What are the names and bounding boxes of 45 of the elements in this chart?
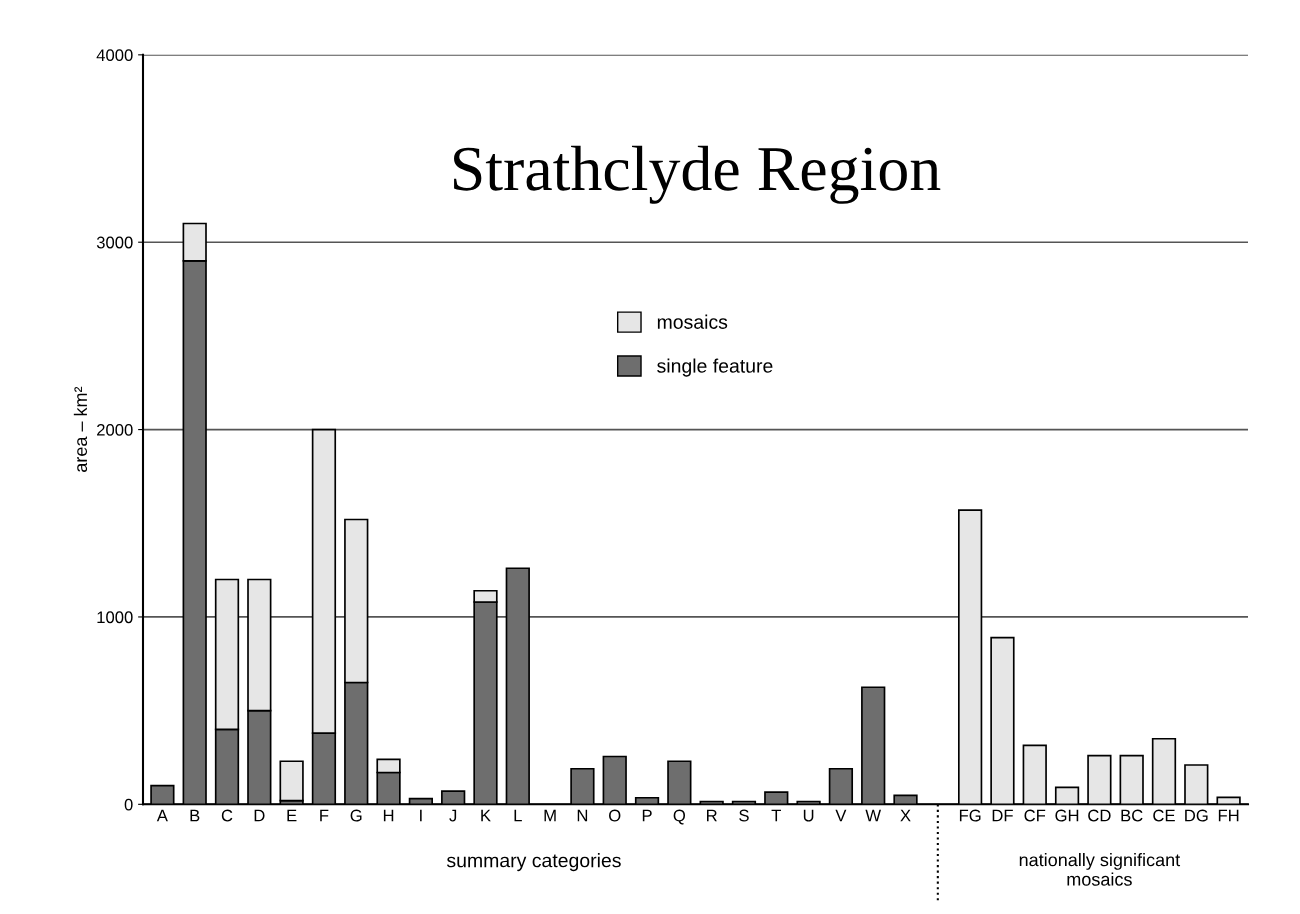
- x-tick-label: DG: [1185, 809, 1208, 822]
- x-tick-label: X: [900, 809, 911, 822]
- x-tick-label: E: [287, 809, 297, 822]
- x-tick-label: U: [803, 809, 814, 822]
- x-tick-label: R: [707, 809, 717, 822]
- y-tick-label: 0: [124, 798, 133, 811]
- legend-label: mosaics: [657, 314, 728, 329]
- x-tick-label: L: [514, 809, 522, 822]
- x-tick-label: H: [383, 809, 394, 822]
- y-tick-label: 2000: [97, 423, 133, 436]
- x-tick-label: CE: [1153, 809, 1175, 822]
- x-tick-label: O: [609, 809, 621, 822]
- x-tick-label: I: [420, 809, 422, 822]
- x-axis-title: summary categories: [446, 853, 621, 872]
- x-tick-label: N: [577, 809, 588, 822]
- y-tick-label: 3000: [96, 236, 133, 249]
- text: nationally significant mosaics: [1019, 853, 1181, 886]
- x-tick-label: C: [221, 809, 233, 822]
- x-tick-label: M: [544, 809, 556, 822]
- x-tick-label: CD: [1088, 809, 1111, 822]
- text: Strathclyde Region: [454, 145, 941, 204]
- x-tick-label: T: [771, 809, 781, 822]
- bar: [279, 760, 304, 802]
- y-axis-title: area – km²: [73, 386, 88, 472]
- y-tick-label: 1000: [97, 611, 133, 624]
- x-tick-label: G: [350, 809, 362, 822]
- x-tick-label: B: [190, 809, 200, 822]
- legend-label: single feature: [657, 358, 773, 377]
- x-tick-label: F: [320, 809, 329, 822]
- x-tick-label: BC: [1121, 809, 1143, 822]
- x-tick-label: V: [835, 809, 847, 822]
- x-tick-label: S: [739, 809, 749, 822]
- x-tick-label: FH: [1218, 809, 1239, 822]
- x-tick-label: Q: [673, 809, 686, 825]
- x-tick-label: K: [481, 809, 491, 822]
- x-tick-label: DF: [992, 809, 1013, 822]
- y-tick-label: 4000: [96, 49, 133, 62]
- x-tick-label: CF: [1024, 809, 1046, 822]
- x-tick-label: D: [254, 809, 265, 822]
- x-tick-label: W: [865, 809, 882, 822]
- x-tick-label: P: [642, 809, 652, 822]
- x-tick-label: J: [449, 809, 457, 822]
- x-tick-label: FG: [959, 809, 981, 822]
- x-tick-label: A: [156, 809, 168, 822]
- x-tick-label: GH: [1055, 809, 1079, 822]
